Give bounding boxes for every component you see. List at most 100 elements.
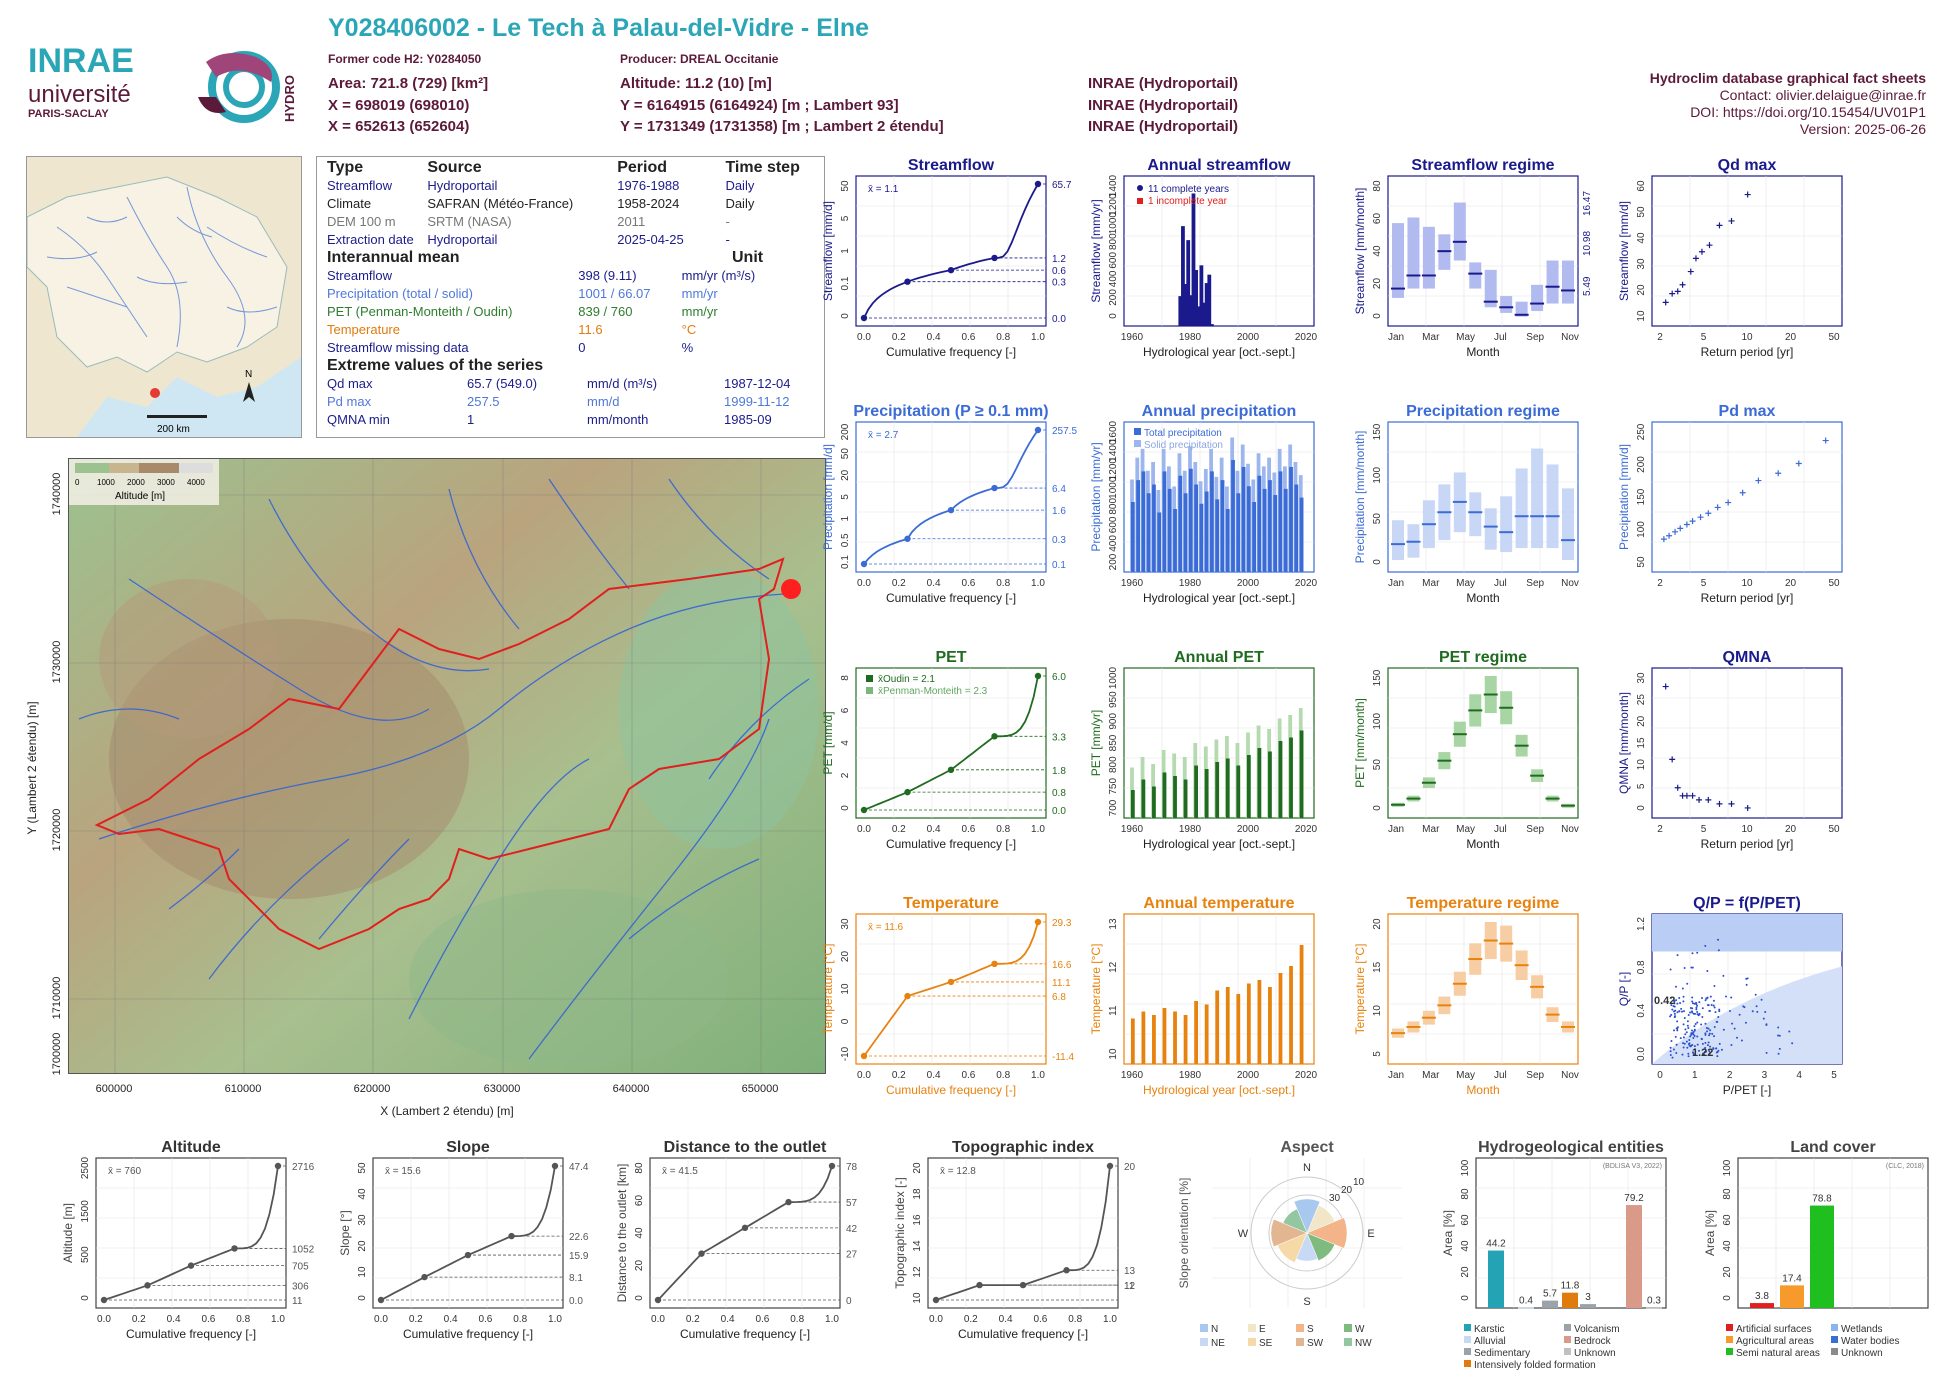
x-tick: 0.2 [892, 332, 906, 343]
former-code: Former code H2: Y0284050 [328, 52, 482, 66]
north-arrow-icon [243, 382, 255, 402]
chart-title: Temperature regime [1407, 895, 1560, 912]
legend-marker [1464, 1348, 1471, 1355]
plot-frame [855, 667, 1047, 819]
x-axis-label: Cumulative frequency [-] [680, 1327, 810, 1341]
bar [1299, 497, 1304, 572]
y-tick: 0 [840, 313, 851, 319]
y-tick: 20 [1636, 715, 1647, 727]
y-tick: 40 [634, 1227, 645, 1239]
scatter-point [1715, 1020, 1718, 1023]
x-axis-label: Return period [yr] [1701, 591, 1794, 605]
logo-univ: université [28, 81, 131, 108]
right-label: 0.3 [1052, 535, 1066, 546]
chart-annual_precipitation: Annual precipitation 1960 1980 2000 2020 2004… [1089, 403, 1318, 605]
scatter-point [1744, 1021, 1747, 1024]
y-tick: 900 [1108, 713, 1119, 730]
row-step: - [725, 232, 730, 247]
producer: Producer: DREAL Occitanie [620, 52, 779, 66]
scatter-point [1676, 1011, 1679, 1014]
row-period: 1976-1988 [617, 178, 680, 193]
scatter-point [1709, 1045, 1712, 1048]
y-tick: 0 [1636, 805, 1647, 811]
scatter-point [1669, 1015, 1672, 1018]
x-tick: May [1456, 824, 1475, 835]
scatter-point [1676, 1029, 1679, 1032]
y-tick: 0 [840, 805, 851, 811]
x-tick: 0.6 [961, 824, 975, 835]
map-xtick: 640000 [613, 1083, 650, 1095]
scatter-point [1696, 796, 1703, 803]
mean-value: 398 (9.11) [578, 268, 637, 283]
y-tick: 250 [1636, 423, 1647, 440]
x-tick: 2 [1657, 578, 1663, 589]
right-label: 1.6 [1052, 506, 1066, 517]
bar [1257, 475, 1262, 572]
right-label: 306 [292, 1281, 309, 1292]
source-note: (CLC, 2018) [1886, 1163, 1924, 1170]
x-tick: 1.0 [1103, 1314, 1117, 1325]
legend-tick: 2000 [127, 478, 145, 487]
bar [1204, 1004, 1209, 1064]
right-label: 12 [1124, 1281, 1136, 1292]
x-tick: 2 [1727, 1070, 1733, 1081]
legend-marker [1200, 1324, 1208, 1332]
scatter-point [1706, 996, 1709, 999]
scatter-point [1708, 1032, 1711, 1035]
bar [1246, 755, 1251, 818]
row-type: DEM 100 m [327, 214, 396, 229]
scatter-point [1671, 1056, 1674, 1059]
gridlines [650, 1158, 840, 1308]
x-axis-label: Month [1466, 345, 1499, 359]
y-axis-label: Precipitation [mm/month] [1353, 431, 1367, 564]
y-tick: 40 [1460, 1240, 1471, 1252]
right-label: 0.3 [1052, 278, 1066, 289]
x-axis-label: Return period [yr] [1701, 837, 1794, 851]
x-tick: 1.0 [548, 1314, 562, 1325]
map-xtick: 610000 [225, 1083, 262, 1095]
x-tick: 5 [1701, 578, 1707, 589]
y-tick: 10 [1636, 759, 1647, 771]
x-tick: 0.4 [927, 824, 941, 835]
scatter-point [1691, 952, 1694, 955]
scatter-point [1662, 683, 1669, 690]
x-tick: 0.6 [1033, 1314, 1047, 1325]
y-tick: 750 [1108, 778, 1119, 795]
x-tick: 0.8 [996, 1070, 1010, 1081]
chart-title: Precipitation (P ≥ 0.1 mm) [853, 403, 1048, 420]
legend-marker [1831, 1348, 1838, 1355]
scatter-point [1695, 1008, 1698, 1011]
scatter-point [1704, 1046, 1707, 1049]
scatter-point [1751, 1010, 1754, 1013]
chart-title: Land cover [1790, 1139, 1875, 1156]
scatter-point [1683, 521, 1690, 528]
bar-label: 11.8 [1561, 1281, 1580, 1292]
scatter-point [1695, 1001, 1698, 1004]
aspect-sector [1282, 1208, 1308, 1234]
direction-label: N [1303, 1162, 1311, 1174]
y-tick: 0 [1460, 1295, 1471, 1301]
x-tick: 0.4 [999, 1314, 1013, 1325]
scatter-point [1795, 460, 1802, 467]
y-tick: 400 [1108, 270, 1119, 287]
version: Version: 2025-06-26 [1799, 121, 1926, 137]
scatter-point [1681, 987, 1684, 990]
scatter-point [1687, 1055, 1690, 1058]
y-tick: 80 [1372, 180, 1383, 192]
chart-title: Altitude [161, 1139, 221, 1156]
scatter-point [1669, 1050, 1672, 1053]
scatter-point [1679, 1037, 1682, 1040]
legend-entry: S [1307, 1324, 1314, 1335]
scatter-point [1777, 1034, 1780, 1037]
y-axis-label: Slope [°] [338, 1210, 352, 1256]
scatter-point [1701, 1042, 1704, 1045]
mean-unit: mm/yr [681, 286, 718, 301]
logo-hydro: HYDRO [282, 75, 296, 122]
bar [1162, 471, 1167, 572]
x-tick: Sep [1526, 824, 1544, 835]
x-tick: 1.0 [1031, 578, 1045, 589]
right-label: 13 [1124, 1266, 1136, 1277]
bar-label: 78.8 [1812, 1194, 1832, 1205]
legend-marker [1200, 1338, 1208, 1346]
right-label: 20 [1124, 1162, 1136, 1173]
